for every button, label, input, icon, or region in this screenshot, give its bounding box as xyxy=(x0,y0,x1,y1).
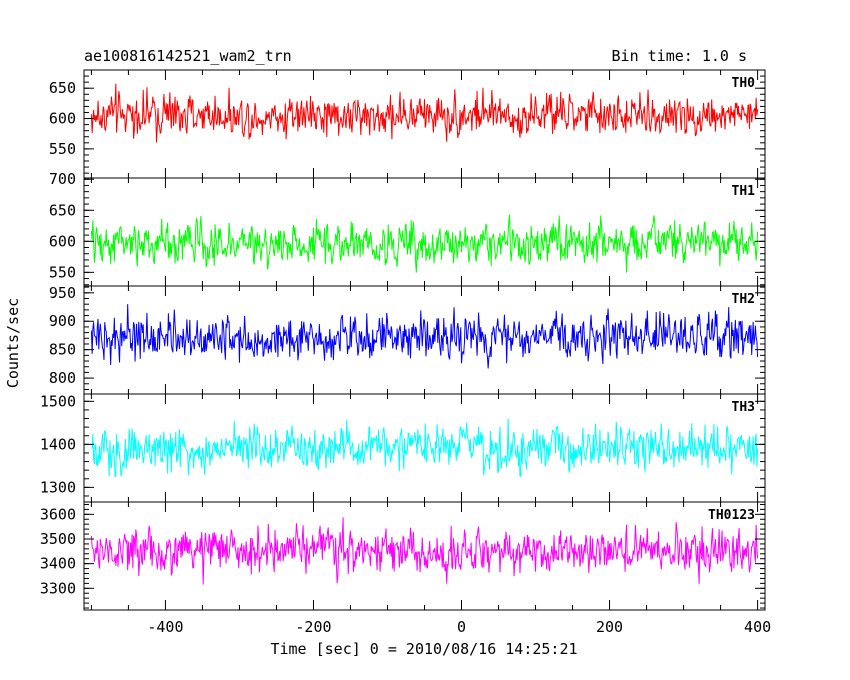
y-tick-label: 650 xyxy=(49,79,76,97)
x-tick-label: 200 xyxy=(596,618,623,636)
y-tick-label: 600 xyxy=(49,110,76,128)
series-line-th0 xyxy=(90,83,759,143)
panel-th0123: 3300 3400 3500 3600 TH0123 xyxy=(40,501,766,611)
series-line-th3 xyxy=(91,418,759,478)
y-tick-label: 550 xyxy=(49,263,76,281)
panel-frame xyxy=(83,501,766,611)
x-tick-label: 0 xyxy=(457,618,466,636)
y-tick-label: 700 xyxy=(49,170,76,188)
panel-label-th0123: TH0123 xyxy=(708,508,755,523)
y-tick-label: 3300 xyxy=(40,579,76,597)
panel-th1: 550 600 650 700 TH1 xyxy=(49,170,766,287)
x-tick-label: -200 xyxy=(295,618,331,636)
series-line-th2 xyxy=(90,304,759,369)
x-tick-label: 400 xyxy=(744,618,771,636)
y-tick-label: 3600 xyxy=(40,505,76,523)
x-axis-title: Time [sec] 0 = 2010/08/16 14:25:21 xyxy=(270,640,577,658)
panel-frame xyxy=(83,177,766,287)
y-tick-label: 950 xyxy=(49,284,76,302)
y-tick-label: 1400 xyxy=(40,435,76,453)
panel-th2: 800 850 900 950 TH2 xyxy=(49,284,766,395)
y-tick-label: 850 xyxy=(49,341,76,359)
panel-label-th2: TH2 xyxy=(732,292,755,307)
series-line-th0123 xyxy=(90,517,759,585)
y-tick-label: 550 xyxy=(49,140,76,158)
panels: 550 600 650 TH0 550 600 650 700 TH1 800 850 900 950 T… xyxy=(40,69,766,611)
panel-label-th1: TH1 xyxy=(732,184,756,199)
y-tick-label: 800 xyxy=(49,369,76,387)
y-tick-label: 3500 xyxy=(40,530,76,548)
panel-th0: 550 600 650 TH0 xyxy=(49,69,766,179)
y-tick-label: 650 xyxy=(49,201,76,219)
x-tick-label: -400 xyxy=(147,618,183,636)
y-tick-label: 1500 xyxy=(40,392,76,410)
panel-label-th0: TH0 xyxy=(732,76,756,91)
y-tick-label: 900 xyxy=(49,312,76,330)
y-tick-label: 600 xyxy=(49,232,76,250)
panel-label-th3: TH3 xyxy=(732,400,755,415)
y-tick-label: 3400 xyxy=(40,555,76,573)
bin-time-label: Bin time: 1.0 s xyxy=(612,47,747,65)
series-line-th1 xyxy=(90,214,759,273)
y-tick-label: 1300 xyxy=(40,478,76,496)
chart-title: ae100816142521_wam2_trn xyxy=(84,47,292,65)
x-axis: -400 -200 0 200 400 xyxy=(147,618,771,636)
panel-th3: 1300 1400 1500 TH3 xyxy=(40,392,766,503)
y-axis-title: Counts/sec xyxy=(4,298,22,388)
